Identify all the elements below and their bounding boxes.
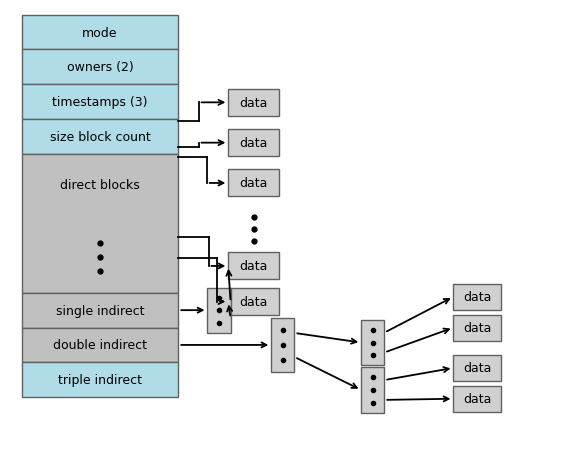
Text: owners (2): owners (2) — [66, 61, 134, 74]
Bar — [361, 367, 384, 413]
Bar — [229, 170, 279, 197]
Bar — [208, 288, 231, 333]
Bar — [22, 293, 178, 328]
Bar — [229, 130, 279, 157]
Bar — [454, 284, 501, 310]
Text: data: data — [463, 321, 491, 335]
Text: data: data — [240, 260, 268, 273]
Text: data: data — [240, 177, 268, 190]
Bar — [454, 315, 501, 341]
Bar — [22, 16, 178, 50]
Text: data: data — [240, 296, 268, 308]
Text: direct blocks: direct blocks — [60, 178, 140, 191]
Bar — [22, 50, 178, 85]
Text: data: data — [463, 291, 491, 304]
Text: triple indirect: triple indirect — [58, 373, 142, 387]
Bar — [361, 320, 384, 365]
Bar — [271, 318, 294, 372]
Bar — [22, 85, 178, 119]
Bar — [229, 89, 279, 117]
Bar — [22, 119, 178, 154]
Bar — [22, 328, 178, 363]
Text: data: data — [463, 392, 491, 406]
Text: single indirect: single indirect — [56, 304, 144, 317]
Text: timestamps (3): timestamps (3) — [52, 96, 147, 109]
Text: data: data — [463, 362, 491, 375]
Text: double indirect: double indirect — [53, 339, 147, 352]
Text: data: data — [240, 97, 268, 109]
Bar — [22, 154, 178, 293]
Bar — [22, 363, 178, 397]
Bar — [229, 288, 279, 316]
Bar — [229, 253, 279, 280]
Text: mode: mode — [82, 27, 118, 40]
Text: size block count: size block count — [50, 130, 150, 143]
Bar — [454, 386, 501, 412]
Bar — [454, 355, 501, 381]
Text: data: data — [240, 137, 268, 150]
